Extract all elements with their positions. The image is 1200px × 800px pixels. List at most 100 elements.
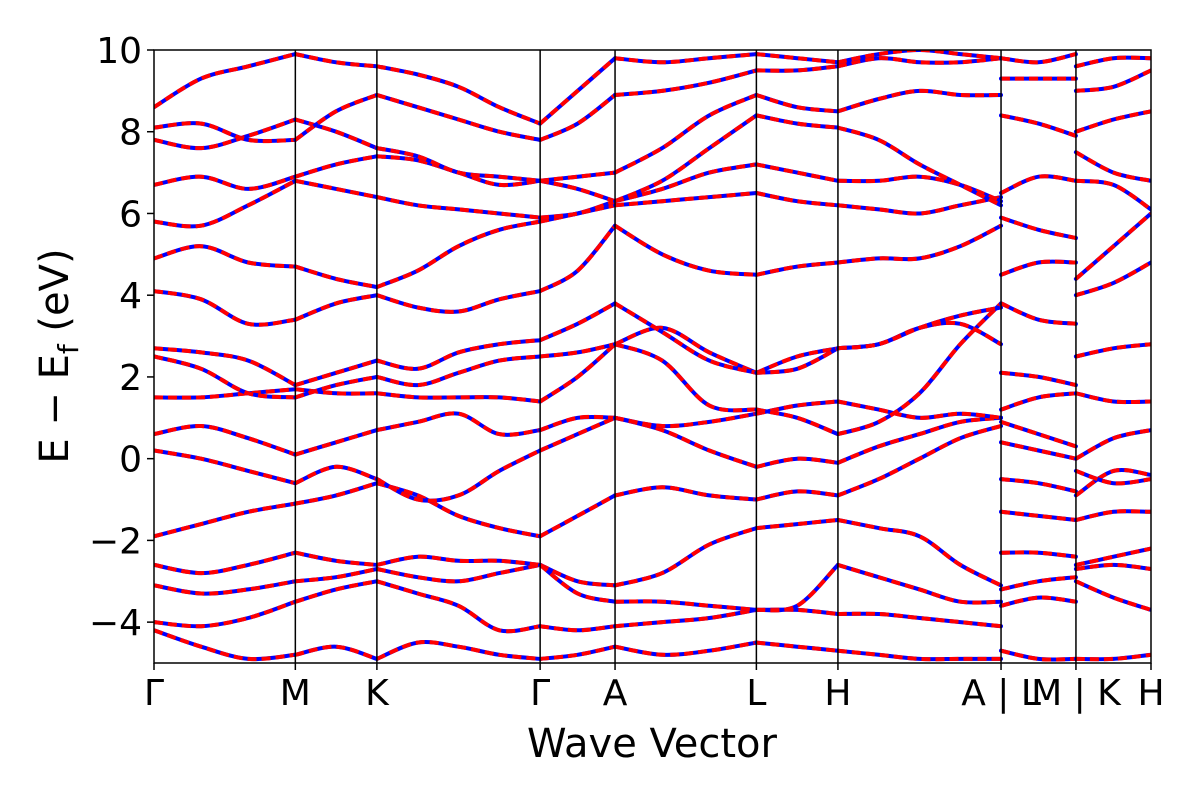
band-line-model-seg1-b16 [294, 52, 378, 69]
band-line-model-seg6-b5 [837, 415, 1002, 465]
x-tick-label-9: H [1137, 673, 1164, 714]
band-line-dft-seg2-b7 [374, 391, 543, 404]
band-line-model-seg1-b1 [294, 579, 378, 604]
band-line-model-seg1-b5 [294, 464, 378, 486]
band-line-model-seg8-b2 [1075, 562, 1151, 571]
band-line-model-seg8-b3 [1075, 546, 1151, 567]
band-line-model-seg3-b5 [539, 415, 616, 453]
band-line-model-seg2-b3 [376, 554, 541, 567]
band-line-model-seg4-b8 [614, 325, 758, 375]
band-line-model-seg7-b9 [1000, 370, 1077, 388]
band-line-model-seg3-b8 [539, 342, 616, 359]
band-line-model-seg1-b13 [294, 154, 378, 179]
band-line-model-seg2-b2 [376, 562, 541, 584]
band-line-model-seg5-b9 [756, 346, 839, 375]
y-tick-label-6: 8 [119, 113, 142, 154]
band-line-model-seg7-b5 [1000, 477, 1077, 494]
band-line-model-seg8-b5 [1074, 468, 1151, 498]
y-axis-label-unit: (eV) [32, 248, 78, 344]
band-line-model-seg2-b10 [376, 289, 541, 314]
band-line-dft-seg4-b14 [613, 93, 759, 175]
band-line-model-seg1-b6 [294, 428, 378, 457]
band-line-model-seg8-b7 [1074, 428, 1151, 461]
band-line-model-seg5-b14 [755, 93, 839, 114]
x-tick-label-8: M | K [1031, 673, 1122, 714]
band-line-model-seg3-b15 [539, 93, 617, 142]
band-line-model-seg8-b13 [1074, 150, 1151, 183]
y-tick-label-5: 6 [119, 194, 142, 235]
band-line-model-seg2-b12 [376, 195, 541, 220]
band-line-model-seg8-b8 [1075, 391, 1151, 405]
band-line-model-seg4-b11 [614, 191, 757, 208]
band-line-model-seg7-b3 [1000, 550, 1077, 559]
y-tick-label-2: 0 [119, 440, 142, 481]
band-line-model-seg5-b7 [755, 407, 839, 436]
band-line-dft-seg6-b11 [835, 195, 1003, 216]
band-line-model-seg3-b12 [539, 199, 616, 220]
band-line-model-seg7-b2 [1000, 575, 1077, 592]
band-line-model-seg5-b8 [755, 346, 839, 375]
band-line-model-seg8-b16 [1075, 55, 1151, 69]
band-line-model-seg2-b8 [376, 354, 541, 388]
band-line-model-seg0-b5 [154, 448, 296, 486]
band-line-model-seg7-b7 [1000, 419, 1077, 449]
band-line-model-seg6-b13 [837, 125, 1002, 208]
band-line-dft-seg6-b0 [835, 648, 1003, 662]
band-line-model-seg1-b0 [294, 644, 378, 661]
band-line-model-seg0-b14 [154, 117, 296, 151]
x-tick-label-7: A | L [961, 673, 1041, 714]
band-line-model-seg0-b1 [154, 599, 296, 629]
band-line-model-seg0-b2 [154, 579, 296, 596]
band-line-model-seg2-b14 [376, 146, 541, 183]
band-line-model-seg3-b16 [538, 56, 617, 126]
band-line-model-seg1-b4 [294, 481, 378, 506]
band-line-model-seg6-b9 [837, 305, 1002, 351]
band-line-model-seg7-b11 [1000, 301, 1077, 326]
band-line-model-seg6-b16 [837, 50, 1002, 65]
band-line-model-seg0-b7 [154, 387, 296, 400]
band-line-model-seg8-b10 [1075, 260, 1151, 298]
band-line-model-seg0-b9 [154, 346, 297, 387]
band-line-model-seg7-b14 [1000, 113, 1077, 138]
x-tick-label-1: M [280, 673, 311, 714]
band-line-model-seg2-b5 [375, 448, 541, 503]
band-line-model-seg0-b10 [154, 289, 296, 327]
band-line-model-seg3-b0 [539, 644, 616, 661]
band-line-model-seg8-b4 [1075, 509, 1151, 522]
band-line-model-seg0-b6 [154, 423, 296, 457]
y-tick-label-7: 10 [96, 31, 142, 72]
band-line-model-seg0-b0 [154, 628, 296, 662]
band-line-model-seg8-b14 [1075, 109, 1151, 134]
band-line-model-seg3-b7 [539, 342, 617, 404]
band-line-dft-seg6-b10 [835, 223, 1003, 265]
band-line-model-seg4-b0 [614, 640, 757, 657]
band-line-model-seg5-b12 [755, 162, 839, 183]
band-line-model-seg8-b15 [1075, 68, 1151, 93]
band-line-model-seg0-b8 [154, 354, 296, 400]
band-line-model-seg6-b2 [837, 518, 1002, 588]
band-line-model-seg3-b14 [539, 170, 616, 183]
band-line-model-seg4-b12 [614, 162, 757, 204]
x-axis-ticks: Γ M K Γ A L H A | LM | K H [144, 663, 1165, 714]
band-line-model-seg3-b1 [539, 624, 616, 633]
band-line-model-seg4-b4 [614, 485, 757, 502]
x-tick-label-2: K [365, 673, 390, 714]
band-line-model-seg2-b16 [376, 64, 541, 126]
band-line-model-seg7-b6 [1000, 440, 1077, 461]
band-line-model-seg7-b12 [1000, 215, 1077, 240]
band-line-model-seg4-b15 [614, 68, 757, 97]
band-line-model-seg4-b16 [614, 52, 757, 65]
band-line-model-seg5-b4 [755, 489, 839, 502]
band-line-dft-seg7-b10 [999, 259, 1078, 277]
band-line-model-seg8-b9 [1075, 342, 1151, 359]
band-line-model-seg3-b10 [539, 224, 617, 293]
band-line-model-seg3-b2 [539, 563, 616, 588]
band-line-model-seg6-b4 [837, 424, 1002, 498]
band-line-model-seg7-b1 [1000, 595, 1077, 608]
band-line-model-seg4-b6 [614, 411, 757, 429]
band-line-dft-seg6-b1 [835, 611, 1003, 629]
band-line-model-seg4-b1 [614, 607, 757, 629]
band-line-model-seg6-b15 [837, 56, 1002, 69]
y-axis-label: E − Ef (eV) [32, 248, 85, 463]
